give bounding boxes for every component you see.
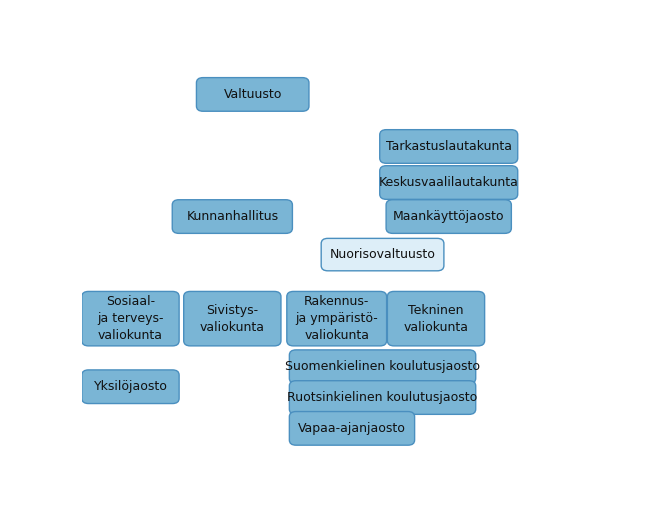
FancyBboxPatch shape [287, 291, 386, 346]
Text: Rakennus-
ja ympäristö-
valiokunta: Rakennus- ja ympäristö- valiokunta [296, 295, 378, 342]
FancyBboxPatch shape [196, 77, 309, 111]
Text: Yksilöjaosto: Yksilöjaosto [93, 380, 168, 393]
Text: Tarkastuslautakunta: Tarkastuslautakunta [386, 140, 512, 153]
FancyBboxPatch shape [386, 200, 511, 233]
Text: Sivistys-
valiokunta: Sivistys- valiokunta [200, 304, 265, 334]
FancyBboxPatch shape [388, 291, 485, 346]
Text: Kunnanhallitus: Kunnanhallitus [187, 210, 279, 223]
Text: Maankäyttöjaosto: Maankäyttöjaosto [393, 210, 505, 223]
FancyBboxPatch shape [321, 238, 444, 271]
FancyBboxPatch shape [172, 200, 292, 233]
FancyBboxPatch shape [380, 129, 518, 163]
FancyBboxPatch shape [82, 291, 179, 346]
FancyBboxPatch shape [380, 166, 518, 199]
Text: Suomenkielinen koulutusjaosto: Suomenkielinen koulutusjaosto [285, 360, 480, 373]
FancyBboxPatch shape [289, 411, 415, 445]
FancyBboxPatch shape [289, 350, 476, 384]
Text: Nuorisovaltuusto: Nuorisovaltuusto [330, 248, 436, 261]
Text: Ruotsinkielinen koulutusjaosto: Ruotsinkielinen koulutusjaosto [287, 391, 478, 404]
Text: Sosiaal-
ja terveys-
valiokunta: Sosiaal- ja terveys- valiokunta [97, 295, 164, 342]
Text: Tekninen
valiokunta: Tekninen valiokunta [403, 304, 468, 334]
FancyBboxPatch shape [82, 370, 179, 404]
Text: Valtuusto: Valtuusto [223, 88, 282, 101]
FancyBboxPatch shape [289, 381, 476, 414]
Text: Keskusvaalilautakunta: Keskusvaalilautakunta [379, 176, 518, 189]
FancyBboxPatch shape [184, 291, 281, 346]
Text: Vapaa-ajanjaosto: Vapaa-ajanjaosto [298, 422, 406, 435]
